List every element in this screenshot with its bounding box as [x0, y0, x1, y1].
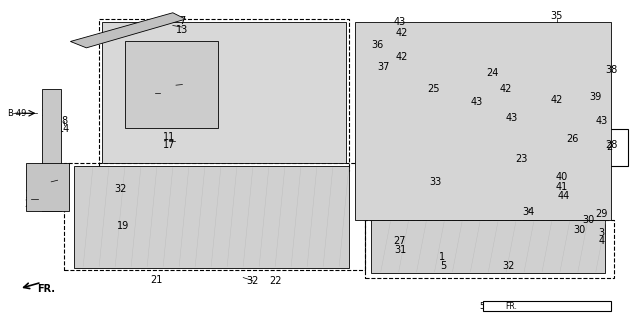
Text: 42: 42 [550, 95, 563, 106]
Text: 26: 26 [566, 134, 579, 144]
Text: 39: 39 [589, 92, 602, 102]
Text: 28: 28 [605, 140, 618, 150]
Text: 38: 38 [605, 65, 618, 75]
Text: 2: 2 [606, 142, 612, 152]
Text: 43: 43 [506, 113, 518, 123]
Text: 42: 42 [395, 28, 408, 39]
Text: 5: 5 [440, 261, 447, 271]
Text: 19: 19 [116, 221, 129, 232]
Text: 30: 30 [582, 215, 595, 225]
Text: B-49: B-49 [8, 109, 27, 118]
Bar [365, 220, 614, 278]
Text: FR.: FR. [37, 284, 55, 294]
Bar [99, 19, 349, 171]
Polygon shape [371, 220, 605, 273]
Text: 32: 32 [502, 261, 515, 271]
Text: 20: 20 [42, 109, 52, 118]
Text: 1: 1 [438, 252, 445, 262]
Text: 42: 42 [395, 52, 408, 63]
Text: 35: 35 [550, 11, 563, 21]
Text: 33: 33 [429, 177, 442, 187]
Text: FR.: FR. [506, 302, 518, 311]
Text: 31: 31 [394, 245, 406, 256]
Polygon shape [74, 166, 349, 268]
Text: 21: 21 [150, 275, 163, 285]
Text: 24: 24 [486, 68, 499, 78]
Polygon shape [102, 22, 346, 163]
Polygon shape [125, 41, 218, 128]
Text: 25: 25 [428, 84, 440, 94]
Text: 27: 27 [394, 236, 406, 246]
Text: 12: 12 [45, 182, 58, 192]
Text: 13: 13 [176, 25, 189, 35]
Text: 6: 6 [48, 174, 54, 184]
Text: 37: 37 [378, 62, 390, 72]
Text: 10: 10 [170, 76, 182, 86]
Bar [64, 163, 365, 270]
Text: 4: 4 [598, 236, 605, 246]
Text: 43: 43 [595, 116, 608, 126]
Text: 23: 23 [515, 154, 528, 165]
Polygon shape [355, 22, 611, 220]
Text: 34: 34 [522, 207, 534, 217]
Text: 14: 14 [58, 124, 70, 134]
Bar [483, 301, 611, 311]
Bar [560, 129, 628, 166]
Text: 43: 43 [394, 17, 406, 27]
Text: 7: 7 [179, 16, 186, 26]
Text: 36: 36 [371, 40, 384, 50]
Text: 40: 40 [556, 172, 568, 182]
Text: 5V43-B4910B: 5V43-B4910B [479, 302, 532, 311]
Text: 32: 32 [114, 184, 127, 194]
Text: 11: 11 [163, 132, 175, 142]
Text: 44: 44 [557, 191, 570, 201]
Text: 32: 32 [246, 276, 259, 286]
Text: 41: 41 [556, 182, 568, 192]
Text: 15: 15 [148, 92, 161, 102]
Text: 30: 30 [573, 225, 586, 235]
Text: 43: 43 [470, 97, 483, 107]
Text: 9: 9 [152, 84, 158, 94]
Polygon shape [70, 13, 186, 48]
Text: 22: 22 [269, 276, 282, 286]
Text: 3: 3 [598, 228, 605, 238]
Text: 16: 16 [170, 84, 182, 94]
Text: 17: 17 [163, 140, 175, 150]
Text: 42: 42 [499, 84, 512, 94]
Polygon shape [26, 163, 69, 211]
Text: 20: 20 [24, 198, 37, 209]
Text: 29: 29 [595, 209, 608, 219]
Text: 18: 18 [24, 189, 37, 200]
Text: 8: 8 [61, 116, 67, 126]
Polygon shape [42, 89, 61, 211]
